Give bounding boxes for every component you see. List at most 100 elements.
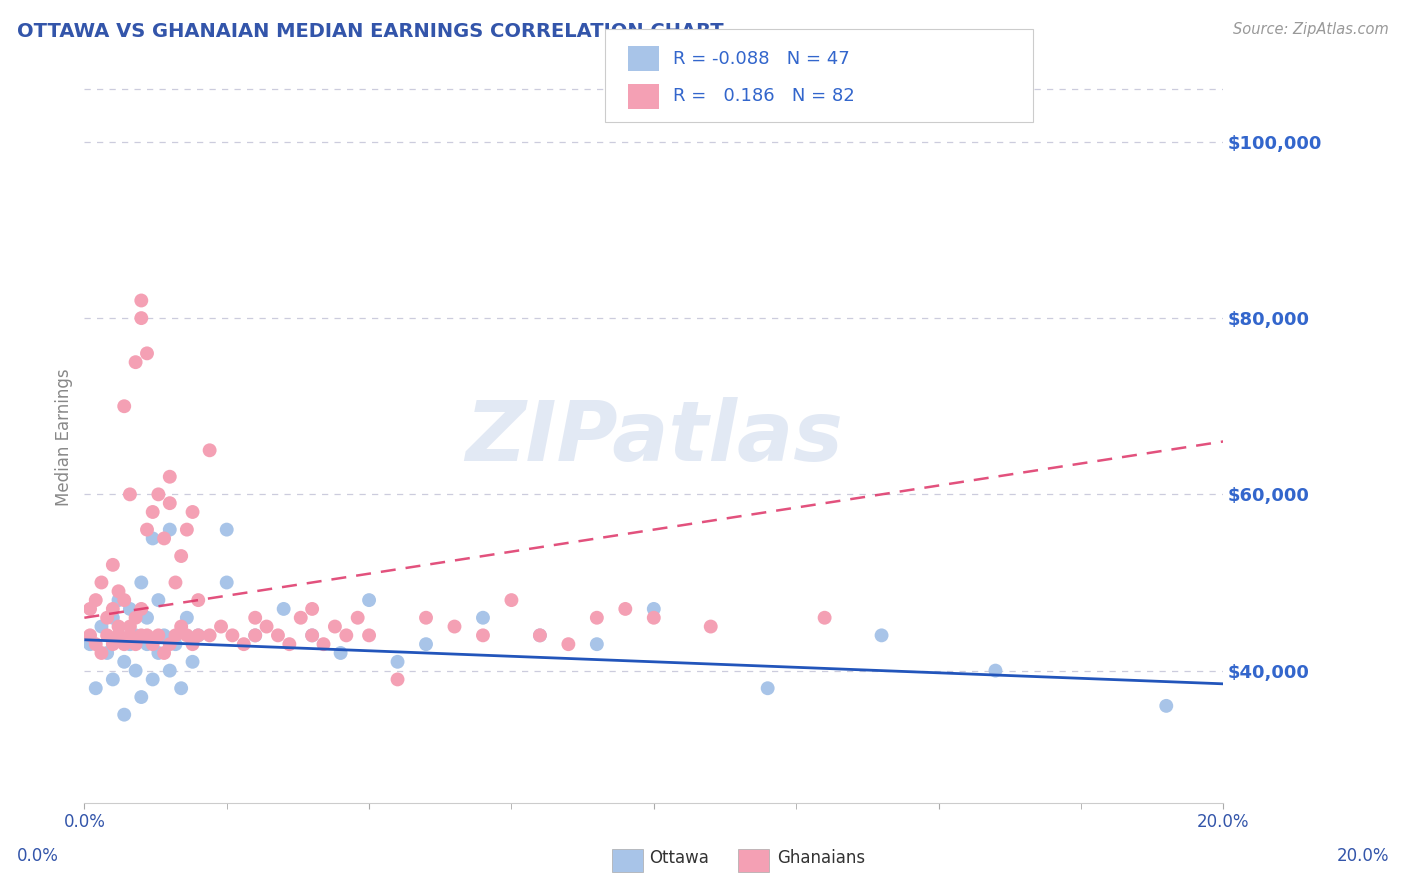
Point bbox=[176, 611, 198, 625]
Point bbox=[153, 628, 176, 642]
Point bbox=[131, 311, 153, 326]
Point bbox=[131, 575, 153, 590]
Point bbox=[159, 637, 181, 651]
Point bbox=[131, 293, 153, 308]
Point bbox=[176, 628, 198, 642]
Point bbox=[90, 619, 112, 633]
Point bbox=[529, 628, 551, 642]
Point bbox=[870, 628, 893, 642]
Point bbox=[107, 584, 129, 599]
Point bbox=[221, 628, 243, 642]
Point bbox=[101, 637, 124, 651]
Point bbox=[643, 611, 665, 625]
Point bbox=[159, 496, 181, 510]
Point bbox=[131, 602, 153, 616]
Text: 0.0%: 0.0% bbox=[17, 847, 59, 865]
Point bbox=[107, 619, 129, 633]
Point bbox=[112, 593, 135, 607]
Point bbox=[1156, 698, 1178, 713]
Point bbox=[136, 628, 159, 642]
Point bbox=[79, 637, 101, 651]
Point bbox=[198, 628, 221, 642]
Point bbox=[359, 593, 381, 607]
Point bbox=[323, 619, 346, 633]
Point bbox=[181, 637, 204, 651]
Point bbox=[290, 611, 312, 625]
Point bbox=[301, 628, 323, 642]
Point bbox=[124, 355, 146, 369]
Point bbox=[159, 523, 181, 537]
Point bbox=[90, 575, 112, 590]
Point bbox=[136, 611, 159, 625]
Point bbox=[84, 593, 107, 607]
Point bbox=[700, 619, 723, 633]
Point bbox=[142, 673, 165, 687]
Point bbox=[209, 619, 232, 633]
Point bbox=[557, 637, 579, 651]
Point bbox=[215, 523, 238, 537]
Point bbox=[165, 628, 187, 642]
Point bbox=[124, 664, 146, 678]
Point bbox=[112, 637, 135, 651]
Point bbox=[142, 637, 165, 651]
Point bbox=[124, 637, 146, 651]
Point bbox=[209, 46, 232, 61]
Point bbox=[96, 611, 118, 625]
Point bbox=[256, 619, 278, 633]
Point bbox=[136, 637, 159, 651]
Point bbox=[387, 673, 409, 687]
Point bbox=[124, 611, 146, 625]
Text: Source: ZipAtlas.com: Source: ZipAtlas.com bbox=[1233, 22, 1389, 37]
Point bbox=[187, 593, 209, 607]
Point bbox=[107, 593, 129, 607]
Point bbox=[387, 655, 409, 669]
Point bbox=[142, 505, 165, 519]
Point bbox=[586, 637, 609, 651]
Text: R = -0.088   N = 47: R = -0.088 N = 47 bbox=[673, 50, 851, 68]
Point bbox=[273, 602, 295, 616]
Point bbox=[181, 505, 204, 519]
Point bbox=[148, 487, 170, 501]
Point bbox=[329, 646, 352, 660]
Point bbox=[472, 611, 495, 625]
Point bbox=[118, 602, 141, 616]
Point bbox=[101, 558, 124, 572]
Point bbox=[245, 611, 267, 625]
Point bbox=[165, 575, 187, 590]
Point bbox=[586, 611, 609, 625]
Point bbox=[346, 611, 368, 625]
Point bbox=[148, 628, 170, 642]
Point bbox=[170, 681, 193, 696]
Point bbox=[443, 619, 465, 633]
Point bbox=[187, 628, 209, 642]
Point bbox=[359, 628, 381, 642]
Point bbox=[153, 532, 176, 546]
Point bbox=[267, 628, 290, 642]
Point bbox=[118, 619, 141, 633]
Point bbox=[245, 628, 267, 642]
Point bbox=[101, 602, 124, 616]
Point bbox=[107, 628, 129, 642]
Text: 20.0%: 20.0% bbox=[1337, 847, 1389, 865]
Point bbox=[614, 602, 637, 616]
Point bbox=[187, 628, 209, 642]
Point bbox=[153, 646, 176, 660]
Text: OTTAWA VS GHANAIAN MEDIAN EARNINGS CORRELATION CHART: OTTAWA VS GHANAIAN MEDIAN EARNINGS CORRE… bbox=[17, 22, 724, 41]
Point bbox=[90, 646, 112, 660]
Point bbox=[131, 690, 153, 704]
Point bbox=[501, 593, 523, 607]
Point bbox=[112, 707, 135, 722]
Text: Ghanaians: Ghanaians bbox=[778, 849, 866, 867]
Point bbox=[198, 443, 221, 458]
Point bbox=[176, 523, 198, 537]
Point bbox=[165, 637, 187, 651]
Point bbox=[472, 628, 495, 642]
Point bbox=[84, 681, 107, 696]
Point bbox=[148, 593, 170, 607]
Text: Ottawa: Ottawa bbox=[650, 849, 710, 867]
Point bbox=[643, 602, 665, 616]
Point bbox=[107, 628, 129, 642]
Point bbox=[170, 549, 193, 563]
Point bbox=[124, 628, 146, 642]
Point bbox=[148, 646, 170, 660]
